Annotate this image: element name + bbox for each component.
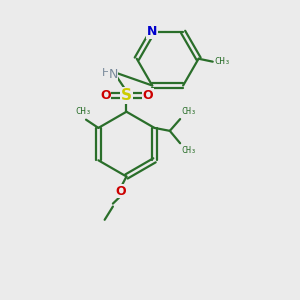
Text: N: N [147, 26, 158, 38]
Text: H: H [102, 68, 110, 78]
Text: CH₃: CH₃ [181, 107, 196, 116]
Text: CH₃: CH₃ [181, 146, 196, 154]
Text: O: O [100, 89, 111, 102]
Text: S: S [121, 88, 132, 103]
Text: N: N [109, 68, 118, 81]
Text: CH₃: CH₃ [76, 107, 92, 116]
Text: CH₃: CH₃ [214, 57, 230, 66]
Text: O: O [142, 89, 153, 102]
Text: O: O [116, 185, 127, 198]
